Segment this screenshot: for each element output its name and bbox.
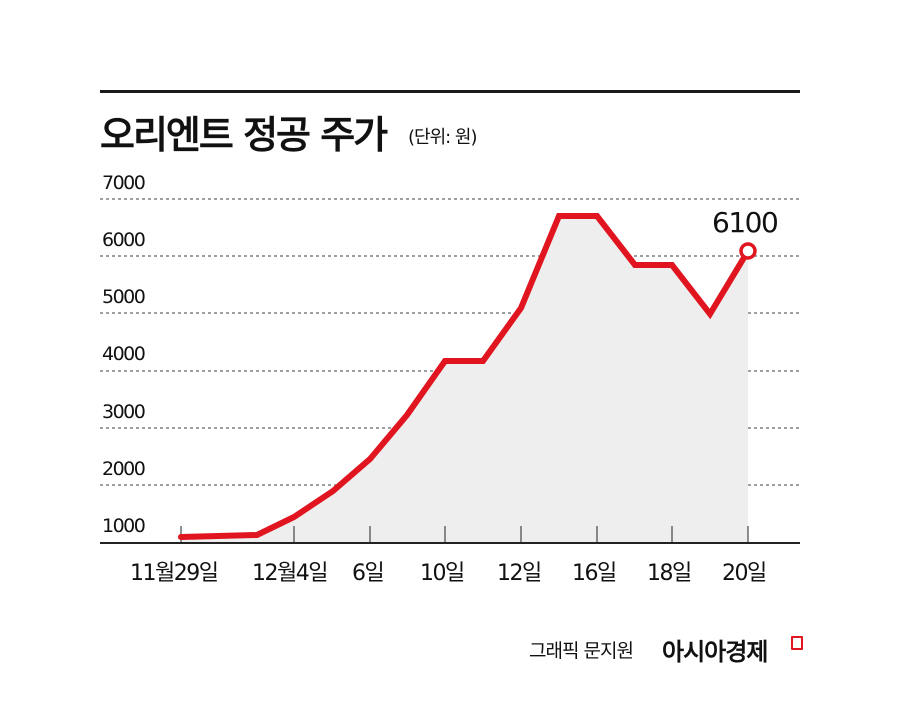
last-value-label: 6100 [712,206,777,239]
y-tick-6000: 6000 [102,229,145,251]
last-point-marker [739,242,757,260]
x-tick-label: 16일 [572,561,616,586]
top-rule [100,90,800,93]
y-tick-1000: 1000 [102,515,145,537]
brand-logo-text: 아시아경제 [662,638,768,666]
x-tick-label: 11월29일 [130,561,218,586]
x-axis-labels: 11월29일 12월4일 6일 10일 12일 16일 18일 20일 [130,561,767,586]
x-tick-label: 12월4일 [252,561,327,586]
red-corner-flag-icon [791,636,803,650]
area-fill [181,216,748,543]
graphic-credit: 그래픽 문지원 [529,640,634,662]
y-tick-2000: 2000 [102,458,145,480]
x-tick-label: 18일 [647,561,691,586]
x-tick-label: 12일 [497,561,541,586]
price-line [178,213,751,540]
x-tick-label: 6일 [352,561,383,586]
y-tick-5000: 5000 [102,286,145,308]
unit-label: (단위: 원) [408,127,478,148]
y-tick-4000: 4000 [102,343,145,365]
y-tick-3000: 3000 [102,401,145,423]
chart-title: 오리엔트 정공 주가 [100,113,388,157]
x-tick-label: 10일 [420,561,464,586]
x-tick-label: 20일 [722,561,766,586]
y-axis-labels: 7000 6000 5000 4000 3000 2000 1000 [102,172,146,537]
y-tick-7000: 7000 [102,172,145,194]
